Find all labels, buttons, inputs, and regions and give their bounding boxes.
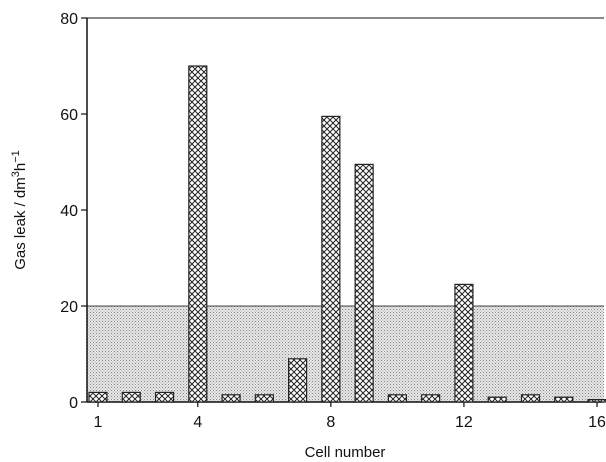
- bar-cell-12: [454, 283, 474, 403]
- bar-cell-13: [487, 396, 507, 403]
- y-axis-title: Gas leak / dm3h−1: [10, 150, 29, 270]
- bar-cell-15: [554, 396, 574, 403]
- y-axis-title-mid: h: [12, 163, 29, 171]
- x-tick-label-8: 8: [326, 414, 335, 431]
- y-tick-label-60: 60: [60, 107, 78, 124]
- x-axis-title: Cell number: [305, 444, 386, 461]
- x-axis-ticks: 1 4 8 12 16: [94, 402, 606, 431]
- y-tick-label-20: 20: [60, 299, 78, 316]
- bar-cell-16: [587, 399, 606, 403]
- y-axis-ticks: 0 20 40 60 80: [60, 11, 87, 412]
- bar-cell-6: [254, 394, 274, 403]
- bar-cell-3: [154, 391, 175, 403]
- bar-cell-2: [121, 391, 141, 403]
- y-tick-label-80: 80: [60, 11, 78, 28]
- x-tick-label-1: 1: [94, 414, 103, 431]
- bars: [88, 65, 606, 403]
- bar-cell-9: [354, 163, 374, 403]
- bar-cell-11: [421, 394, 441, 403]
- reference-band-layer: [87, 305, 604, 402]
- bar-cell-7: [288, 358, 308, 403]
- bar-cell-8: [321, 115, 341, 403]
- y-tick-label-40: 40: [60, 203, 78, 220]
- y-axis-title-exp2: −1: [10, 150, 22, 163]
- x-tick-label-16: 16: [588, 414, 606, 431]
- y-tick-label-0: 0: [69, 395, 78, 412]
- bar-cell-14: [520, 394, 541, 403]
- y-axis-title-main: Gas leak / dm: [12, 177, 29, 270]
- bar-cell-10: [387, 394, 407, 403]
- y-axis-title-exp1: 3: [10, 171, 22, 177]
- x-tick-label-12: 12: [455, 414, 473, 431]
- x-tick-label-4: 4: [193, 414, 202, 431]
- bar-cell-4: [188, 65, 208, 403]
- bar-cell-5: [221, 394, 241, 403]
- reference-band: [87, 306, 604, 402]
- bar-cell-1: [88, 391, 108, 403]
